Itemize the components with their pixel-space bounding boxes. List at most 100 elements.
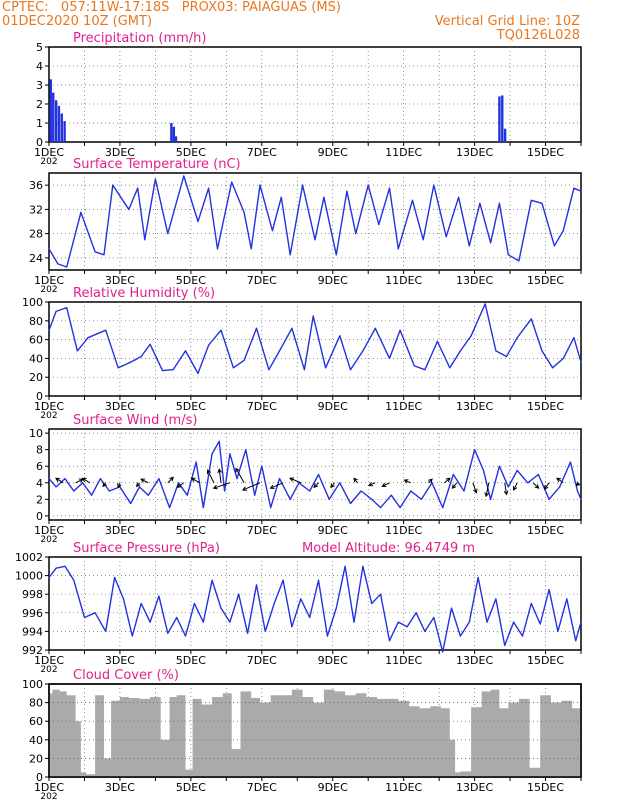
wind-point: [339, 482, 341, 484]
wind-point: [129, 502, 132, 505]
rh-point: [232, 367, 235, 369]
wind-point: [223, 490, 226, 492]
pressure-point: [122, 598, 125, 600]
pressure-point: [317, 579, 320, 581]
wind-point: [99, 478, 102, 480]
wind-arrow-head: [81, 477, 87, 483]
pressure-point: [193, 602, 196, 605]
temp-point: [553, 245, 556, 247]
temp-point: [346, 190, 348, 192]
temp-ytick-label: 28: [29, 228, 43, 241]
cloud-ytick-label: 20: [29, 752, 43, 765]
wind-arrow-shaft: [444, 477, 451, 484]
rh-point: [87, 337, 89, 339]
pressure-point: [55, 567, 57, 569]
wind-arrow: [472, 482, 478, 494]
wind-arrow: [136, 482, 141, 488]
wind-arrow-shaft: [218, 469, 222, 483]
wind-arrow-head: [503, 490, 509, 496]
wind-point: [360, 490, 362, 492]
wind-arrow-shaft: [75, 478, 84, 484]
pressure-xtick-label: 9DEC: [318, 654, 348, 667]
temp-ytick-label: 24: [29, 252, 43, 265]
rh-point: [76, 350, 78, 352]
wind-point: [245, 449, 247, 451]
pressure-point: [477, 576, 479, 579]
wind-point: [537, 473, 540, 476]
wind-point: [195, 461, 197, 463]
precip-xtick-label: 5DEC: [176, 146, 206, 159]
cloud-title: Cloud Cover (%): [73, 668, 179, 683]
wind-arrow-head: [190, 477, 196, 482]
wind-arrow-head: [176, 483, 182, 488]
wind-point: [55, 486, 57, 488]
pressure-xtick-label: 1DEC: [34, 654, 64, 667]
wind-arrow-head: [534, 484, 540, 489]
wind-point: [211, 453, 213, 455]
rh-point: [184, 350, 187, 352]
wind-arrow: [512, 482, 518, 491]
pressure-point: [548, 588, 550, 591]
temp-point: [498, 202, 501, 204]
wind-arrow-shaft: [235, 468, 245, 484]
wind-point: [202, 506, 204, 509]
wind-arrow-head: [140, 478, 146, 483]
temp-point: [80, 211, 82, 214]
rh-point: [291, 327, 293, 329]
wind-point: [371, 498, 373, 500]
temp-point: [208, 187, 210, 189]
wind-year-label: 202: [40, 535, 57, 545]
wind-frame: [48, 428, 582, 521]
pressure-point: [335, 607, 337, 609]
wind-arrow: [269, 482, 284, 490]
header-grid-note: Vertical Grid Line: 10Z: [434, 14, 580, 29]
wind-arrow: [212, 482, 231, 490]
pressure-point: [566, 598, 568, 600]
rh-ytick-label: 60: [29, 334, 43, 347]
temp-point: [468, 245, 470, 247]
rh-point: [278, 350, 281, 352]
temp-ytick-label: 36: [29, 179, 43, 192]
wind-arrow-head: [217, 468, 222, 474]
rh-point: [268, 369, 270, 371]
temp-point: [280, 196, 282, 198]
wind-point: [548, 498, 550, 500]
precip-bar: [170, 123, 173, 142]
wind-xtick-label: 5DEC: [176, 524, 206, 537]
wind-arrow-head: [451, 484, 457, 489]
rh-point: [140, 355, 142, 358]
cloud-panel: 0 20 40 60 80 100 1DEC 3DEC 5DEC 7DEC 9DEC 11DEC 13D…: [22, 668, 582, 800]
wind-arrow-shaft: [451, 482, 458, 489]
precip-xtick-label: 13DEC: [456, 146, 493, 159]
wind-point: [390, 494, 392, 496]
precip-xtick-label: 15DEC: [527, 146, 564, 159]
temp-point: [243, 211, 245, 214]
temp-point: [489, 242, 492, 244]
wind-arrow-head: [445, 477, 451, 483]
rh-point: [349, 369, 352, 371]
wind-point: [328, 498, 330, 500]
pressure-annotation: Model Altitude: 96.4749 m: [302, 541, 475, 556]
pressure-point: [309, 616, 311, 619]
precip-bar: [172, 126, 176, 142]
precip-frame: [48, 46, 582, 143]
cloud-ytick-label: 80: [29, 697, 43, 710]
pressure-point: [406, 626, 408, 628]
wind-arrow-head: [330, 483, 335, 489]
wind-arrow-shaft: [191, 477, 200, 484]
pressure-point: [513, 621, 515, 623]
wind-arrow: [313, 482, 319, 489]
temp-point: [541, 202, 543, 204]
pressure-point: [371, 602, 373, 605]
cloud-frame-over: [48, 683, 582, 778]
rh-point: [208, 344, 210, 346]
wind-arrow-shaft: [532, 482, 539, 489]
temp-point: [378, 223, 380, 226]
temp-point: [271, 229, 274, 232]
temp-line: [48, 175, 582, 268]
wind-arrow-head: [368, 482, 374, 487]
wind-arrow: [556, 477, 564, 484]
rh-point: [220, 329, 222, 331]
wind-arrow-head: [575, 481, 581, 487]
pressure-point: [362, 565, 364, 567]
